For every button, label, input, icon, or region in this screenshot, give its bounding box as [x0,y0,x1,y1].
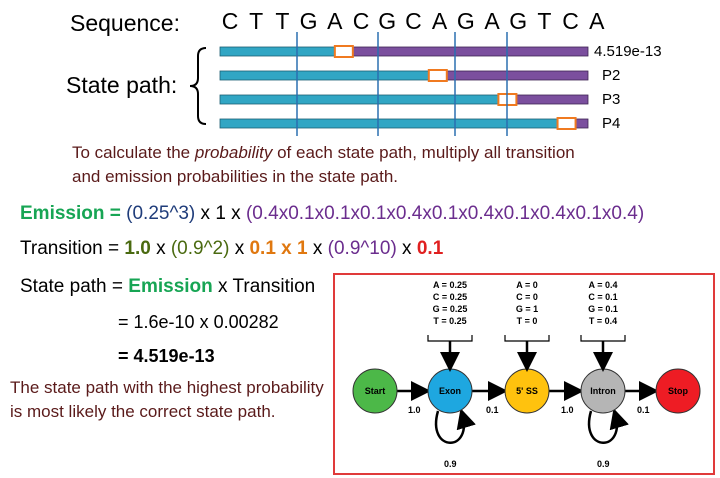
path-label: P2 [602,67,621,84]
emission-prob: C = 0.1 [588,292,617,302]
state-path-bars [219,32,589,136]
path-label: P3 [602,91,621,108]
formula-transition: Transition [232,276,316,297]
state-path-formula: State path = Emission x Transition [20,276,315,298]
sequence-label: Sequence: [70,10,180,36]
sequence-letter: C [405,8,422,34]
emission-prob: G = 0.1 [588,304,618,314]
formula-label: State path = [20,276,129,297]
transition-x4: x [396,238,417,259]
transition-t1: 1.0 [124,238,151,259]
emission-prob: A = 0.25 [433,280,467,290]
intron-segment [352,46,589,57]
sequence-letter: G [456,8,475,34]
emission-prob: G = 1 [516,304,538,314]
emission-prob: A = 0.4 [589,280,618,290]
sequence-letter: A [484,8,500,34]
emission-prob: T = 0.25 [433,316,466,326]
emission-eq: = [104,203,127,224]
splice-site-box [556,117,577,130]
formula-times: x [212,276,233,297]
note-emphasis: probability [194,143,273,162]
formula-emission: Emission [128,276,213,297]
path-label: 4.519e-13 [594,43,662,60]
transition-label: 1.0 [561,405,574,415]
state-node-label: Intron [590,386,616,396]
result-line-2: = 4.519e-13 [118,346,215,366]
sequence-letter: C [221,8,239,34]
state-node-label: 5' SS [516,386,538,396]
sequence-letter: T [537,8,552,34]
sequence-letter: A [589,8,605,34]
splice-site-box [427,69,448,82]
emission-bracket [580,335,626,342]
state-node [352,368,398,414]
note-part1: To calculate the [72,143,195,162]
transition-t2: (0.9^2) [170,238,230,259]
transition-x1: x [150,238,171,259]
hmm-diagram: 1.0 0.1 1.0 0.1 0.9 0.9 Start Exon 5' SS Intron St… [352,280,701,469]
sequence-letter: G [299,8,318,34]
state-node [655,368,701,414]
transition-x2: x [229,238,250,259]
splice-site-box [333,45,354,58]
emission-prob: C = 0.25 [433,292,467,302]
sequence-letter: A [431,8,448,34]
exon-segment [219,70,430,81]
emission-prob: T = 0 [517,316,538,326]
transition-eq: = [102,238,125,259]
sequence-letter: T [275,8,290,34]
transition-t5: 0.1 [416,238,444,259]
state-path-brace [189,47,207,125]
transition-label: Transition [20,238,103,259]
emission-prob: A = 0 [516,280,537,290]
intron-segment [575,118,589,129]
intron-segment [516,94,589,105]
emission-bracket [427,335,473,342]
emission-prob: T = 0.4 [589,316,617,326]
self-loop-label: 0.9 [444,459,457,469]
sequence-letter: C [562,8,579,34]
state-node-label: Stop [668,386,688,396]
sequence-letter: G [378,8,397,34]
intron-segment [446,70,589,81]
transition-label: 1.0 [408,405,421,415]
exon-segment [219,46,336,57]
sequence-letter: G [509,8,528,34]
sequence-letter: A [327,8,343,34]
conclusion-text: The state path with the highest probabil… [10,378,324,421]
emission-times: x 1 x [195,203,246,224]
transition-t3: 0.1 x 1 [249,238,308,259]
emission-term2: (0.4x0.1x0.1x0.1x0.4x0.1x0.4x0.1x0.4x0.1… [245,203,645,224]
self-loop-arrow [587,408,629,444]
exon-segment [219,94,499,105]
emission-line: Emission = (0.25^3) x 1 x (0.4x0.1x0.1x0… [20,203,644,225]
transition-label: 0.1 [637,405,650,415]
emission-prob: G = 0.25 [433,304,468,314]
emission-term1: (0.25^3) [126,203,196,224]
state-node-label: Exon [439,386,461,396]
emission-prob: C = 0 [516,292,538,302]
sequence-letter: C [352,8,370,34]
state-node-label: Start [365,386,386,396]
instruction-note: To calculate the probability of each sta… [72,141,592,189]
state-path-label: State path: [66,72,178,98]
hmm-diagram-box: 1.0 0.1 1.0 0.1 0.9 0.9 Start Exon 5' SS Intron St… [333,273,715,475]
transition-line: Transition = 1.0 x (0.9^2) x 0.1 x 1 x (… [20,238,443,260]
self-loop-label: 0.9 [597,459,610,469]
note-part2: of each state path, multiply all transit… [72,143,575,186]
path-label: P4 [602,115,621,132]
emission-bracket [504,335,550,342]
self-loop-arrow [434,408,476,444]
transition-label: 0.1 [486,405,499,415]
transition-t4: (0.9^10) [327,238,397,259]
transition-x3: x [307,238,328,259]
result-line-1: = 1.6e-10 x 0.00282 [118,312,279,332]
sequence-letter: T [249,8,264,34]
emission-label: Emission [20,203,105,224]
